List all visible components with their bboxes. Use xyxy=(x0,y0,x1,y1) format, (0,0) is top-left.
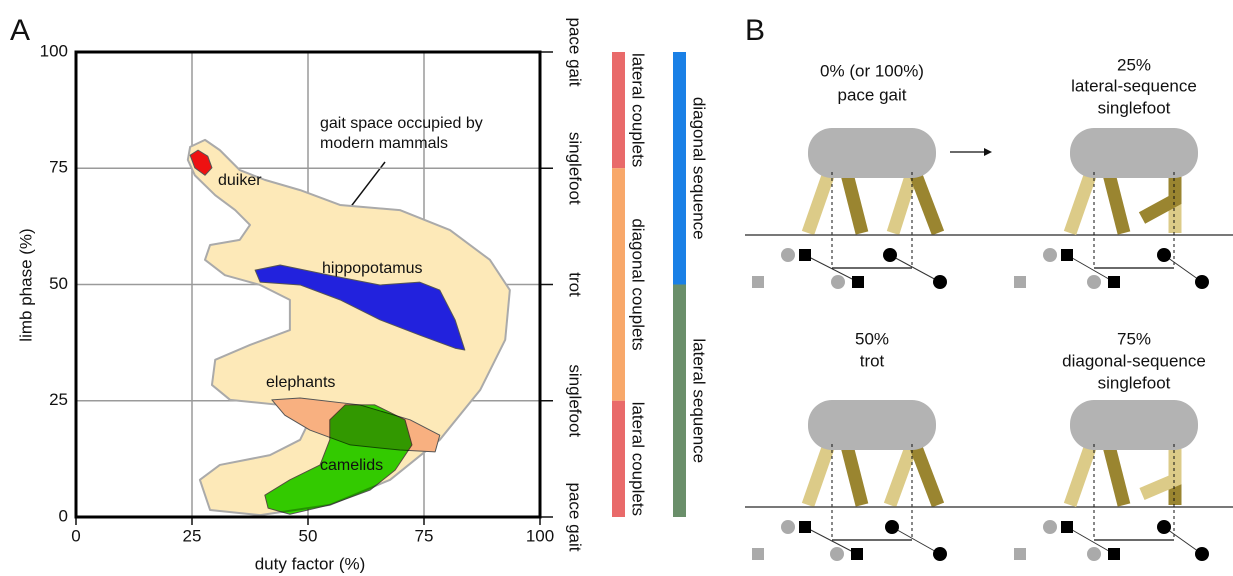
body xyxy=(808,400,936,450)
panel-label: B xyxy=(745,14,765,47)
footfall xyxy=(1195,275,1209,289)
footfall xyxy=(1043,520,1057,534)
band xyxy=(612,52,625,168)
y-tick-label: 25 xyxy=(49,390,68,409)
footfall xyxy=(1157,248,1171,262)
band-label: lateral sequence xyxy=(690,338,709,463)
footfall xyxy=(885,520,899,534)
footfall xyxy=(883,248,897,262)
footfall xyxy=(1157,520,1171,534)
band-label: lateral couplets xyxy=(629,402,648,516)
footfall xyxy=(1061,521,1073,533)
band xyxy=(673,52,686,285)
band xyxy=(673,285,686,518)
gait-caption: lateral-sequence xyxy=(1071,76,1197,95)
y-axis-label: limb phase (%) xyxy=(16,228,35,341)
footfall xyxy=(851,548,863,560)
annotation: gait space occupied by xyxy=(320,115,483,132)
figure: A duty factor (%) limb phase (%) B 0 25 50… xyxy=(0,0,1233,576)
footfall xyxy=(799,249,811,261)
x-axis-label: duty factor (%) xyxy=(255,554,366,573)
gait-caption: pace gait xyxy=(838,85,907,104)
x-tick-label: 50 xyxy=(299,526,318,545)
direction-arrowhead xyxy=(984,148,992,156)
y-tick-label: 75 xyxy=(49,158,68,177)
footfall xyxy=(1014,276,1026,288)
footfall xyxy=(852,276,864,288)
leg xyxy=(1070,170,1092,233)
annotation: modern mammals xyxy=(320,135,448,152)
band-label: diagonal couplets xyxy=(629,218,648,350)
y2-tick-label: pace gait xyxy=(566,483,585,552)
footfall xyxy=(1108,276,1120,288)
leg xyxy=(1108,170,1124,233)
gait-caption: 50% xyxy=(855,329,889,348)
y-tick-label: 100 xyxy=(40,41,68,60)
gait-caption: diagonal-sequence xyxy=(1062,351,1206,370)
band xyxy=(612,168,625,401)
y-tick-label: 50 xyxy=(49,274,68,293)
page: A duty factor (%) limb phase (%) B 0 25 50… xyxy=(0,0,1233,576)
band xyxy=(612,401,625,517)
footfall xyxy=(831,275,845,289)
footfall xyxy=(1108,548,1120,560)
gait-caption: 0% (or 100%) xyxy=(820,61,924,80)
leg xyxy=(914,442,938,505)
x-tick-label: 100 xyxy=(526,526,554,545)
x-tick-label: 25 xyxy=(183,526,202,545)
body xyxy=(1070,128,1198,178)
leg xyxy=(808,170,830,233)
body xyxy=(1070,400,1198,450)
footfall xyxy=(781,248,795,262)
footfall xyxy=(1087,275,1101,289)
band-label: diagonal sequence xyxy=(690,97,709,240)
leg xyxy=(1108,442,1124,505)
x-tick-label: 75 xyxy=(415,526,434,545)
footfall xyxy=(1087,547,1101,561)
leg xyxy=(808,442,830,505)
leg xyxy=(846,170,862,233)
footfall xyxy=(1195,547,1209,561)
y2-tick-label: pace gait xyxy=(566,18,585,87)
footfall xyxy=(1014,548,1026,560)
region-label: duiker xyxy=(218,172,262,189)
footfall xyxy=(933,275,947,289)
footfall xyxy=(933,547,947,561)
leg xyxy=(893,170,913,233)
panel-label: A xyxy=(10,14,30,47)
region-label: hippopotamus xyxy=(322,260,423,277)
leg xyxy=(890,442,913,505)
footfall xyxy=(781,520,795,534)
leg xyxy=(846,442,862,505)
y2-tick-label: singlefoot xyxy=(566,364,585,437)
x-tick-label: 0 xyxy=(71,526,80,545)
footfall xyxy=(752,548,764,560)
leg xyxy=(1070,442,1092,505)
gait-caption: 75% xyxy=(1117,329,1151,348)
y-tick-label: 0 xyxy=(59,506,68,525)
gait-caption: singlefoot xyxy=(1098,373,1171,392)
leg xyxy=(914,170,938,233)
footfall xyxy=(752,276,764,288)
band-label: lateral couplets xyxy=(629,53,648,167)
gait-caption: 25% xyxy=(1117,55,1151,74)
footfall xyxy=(1061,249,1073,261)
footfall xyxy=(799,521,811,533)
body xyxy=(808,128,936,178)
y2-tick-label: singlefoot xyxy=(566,132,585,205)
footfall xyxy=(830,547,844,561)
gait-caption: trot xyxy=(860,351,885,370)
gait-caption: singlefoot xyxy=(1098,98,1171,117)
region-label: camelids xyxy=(320,457,383,474)
footfall xyxy=(1043,248,1057,262)
region-label: elephants xyxy=(266,374,335,391)
y2-tick-label: trot xyxy=(566,272,585,297)
